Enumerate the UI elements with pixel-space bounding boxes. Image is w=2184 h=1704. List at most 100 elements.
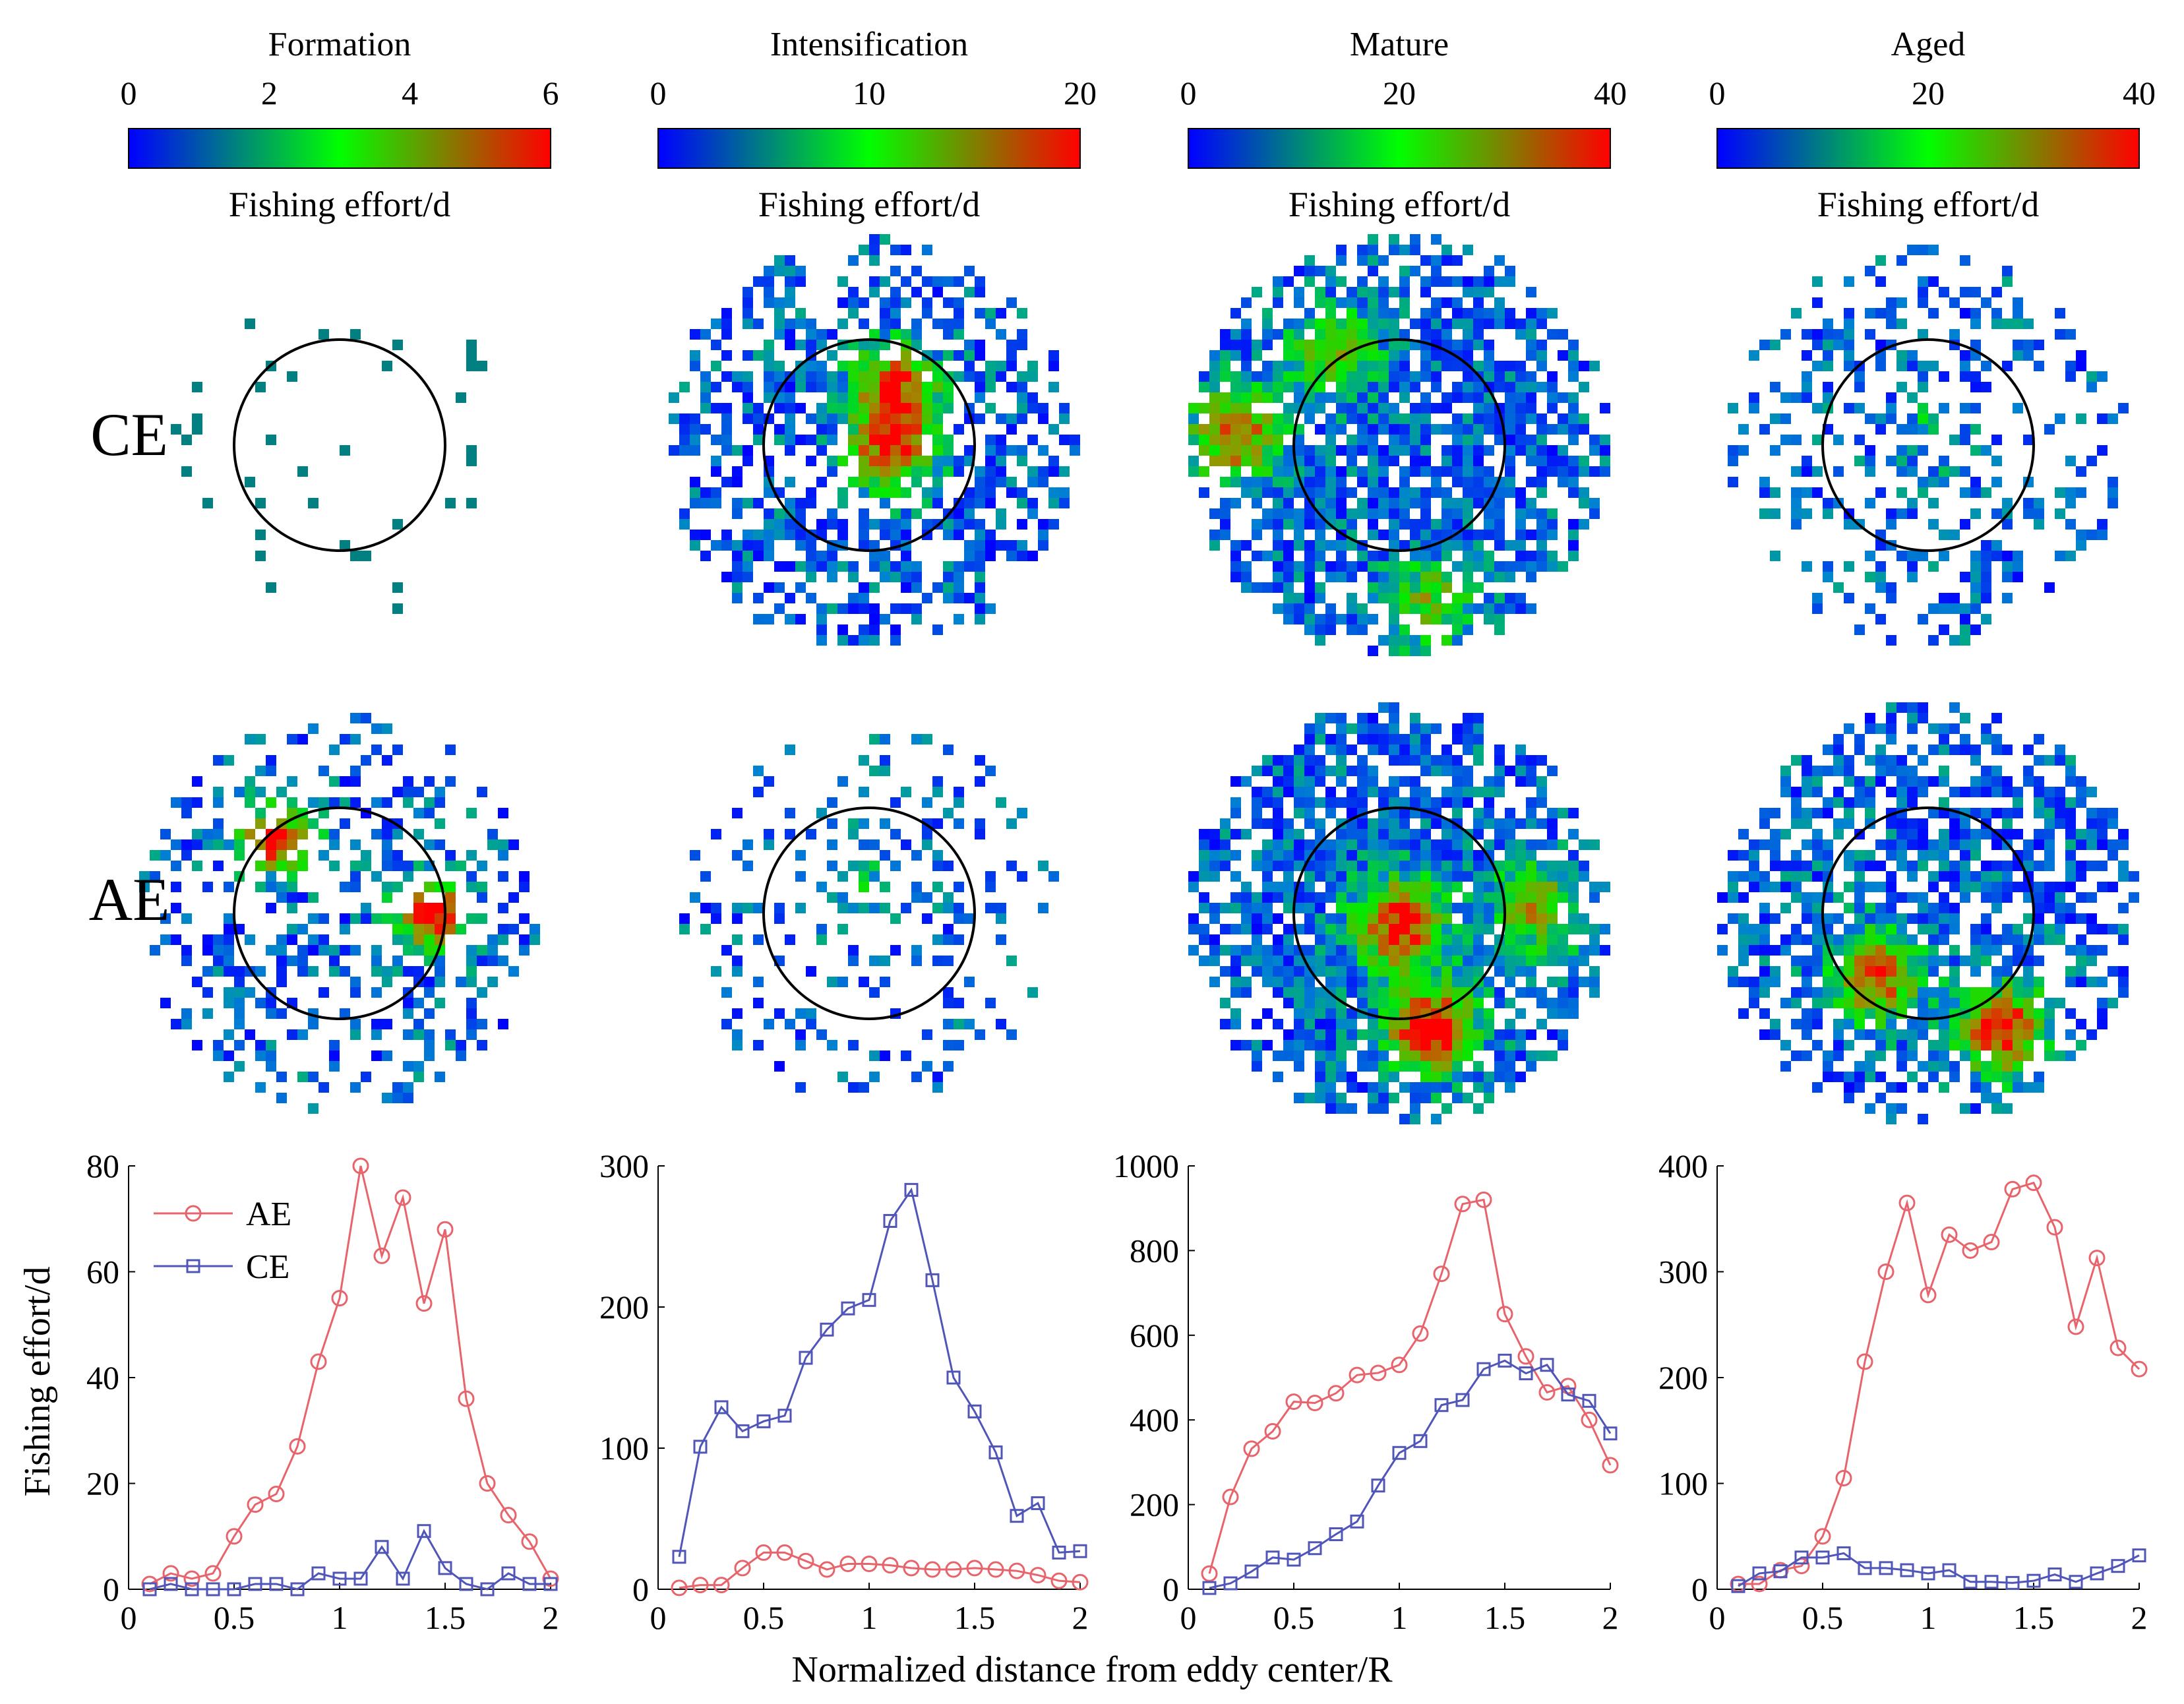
map-cell — [1886, 392, 1896, 403]
map-cell — [1515, 924, 1526, 934]
map-cell — [1199, 956, 1209, 966]
map-cell — [985, 882, 996, 892]
map-cell — [2097, 413, 2108, 424]
map-cell — [1558, 477, 1568, 487]
map-cell — [1802, 1008, 1812, 1019]
map-cell — [859, 456, 869, 466]
map-cell — [1473, 934, 1484, 945]
map-cell — [1389, 839, 1399, 850]
map-cell — [1273, 829, 1283, 839]
map-cell — [2065, 329, 2076, 340]
map-cell — [487, 956, 498, 966]
map-cell — [1738, 934, 1749, 945]
data-point-ae — [141, 1575, 158, 1593]
map-cell — [1854, 787, 1865, 797]
map-cell — [1325, 540, 1336, 551]
map-cell — [1568, 424, 1579, 435]
map-cell — [1463, 945, 1473, 956]
map-cell — [1273, 755, 1283, 766]
map-cell — [1463, 498, 1473, 508]
map-cell — [1273, 487, 1283, 498]
map-cell — [785, 745, 795, 755]
map-cell — [1907, 413, 1918, 424]
map-cell — [869, 519, 880, 530]
map-cell — [1304, 508, 1315, 519]
map-cell — [890, 435, 901, 445]
map-cell — [1230, 871, 1241, 882]
map-cell — [1812, 435, 1823, 445]
map-cell — [1865, 1029, 1875, 1040]
map-cell — [1336, 776, 1347, 787]
map-cell — [1791, 1050, 1802, 1061]
map-cell — [890, 319, 901, 329]
map-cell — [1325, 913, 1336, 924]
map-cell — [1325, 297, 1336, 308]
map-cell — [827, 329, 837, 340]
map-cell — [880, 903, 890, 913]
map-cell — [1347, 797, 1357, 808]
map-cell — [424, 903, 435, 913]
map-cell — [1389, 776, 1399, 787]
map-cell — [1759, 966, 1770, 977]
map-cell — [403, 945, 413, 956]
map-cell — [234, 966, 245, 977]
map-cell — [1907, 702, 1918, 713]
map-cell — [774, 603, 785, 614]
map-cell — [1420, 319, 1431, 329]
map-cell — [1336, 861, 1347, 871]
map-cell — [1802, 1029, 1812, 1040]
map-cell — [340, 818, 350, 829]
map-cell — [1505, 861, 1515, 871]
data-point-ce — [1984, 1575, 1999, 1589]
map-cell — [1939, 797, 1949, 808]
map-cell — [1378, 424, 1389, 435]
map-cell — [1399, 734, 1410, 745]
map-cell — [1273, 797, 1283, 808]
map-cell — [1928, 561, 1939, 572]
map-cell — [1981, 787, 1991, 797]
map-cell — [1441, 498, 1452, 508]
data-point-ce — [1455, 1393, 1470, 1407]
map-cell — [1473, 1082, 1484, 1093]
map-cell — [890, 635, 901, 646]
map-cell — [2013, 945, 2023, 956]
map-cell — [1252, 392, 1262, 403]
map-cell — [795, 540, 806, 551]
map-cell — [1484, 882, 1494, 892]
map-cell — [1399, 966, 1410, 977]
map-cell — [1536, 1050, 1547, 1061]
map-cell — [2086, 787, 2097, 797]
map-cell — [1431, 850, 1441, 861]
map-cell — [1410, 945, 1420, 956]
y-tick-label: 1000 — [1113, 1147, 1179, 1184]
map-cell — [329, 1050, 340, 1061]
map-cell — [848, 593, 859, 603]
map-cell — [1431, 892, 1441, 903]
map-cell — [1463, 1093, 1473, 1103]
map-cell — [890, 382, 901, 392]
map-cell — [1378, 977, 1389, 987]
map-cell — [2118, 403, 2129, 413]
map-cell — [2118, 903, 2129, 913]
map-cell — [1241, 445, 1252, 456]
map-cell — [1431, 572, 1441, 582]
map-cell — [764, 266, 774, 276]
map-cell — [1441, 466, 1452, 477]
map-cell — [753, 903, 764, 913]
data-point-ce — [1244, 1564, 1259, 1579]
map-cell — [1949, 882, 1960, 892]
map-cell — [255, 382, 266, 392]
map-cell — [837, 776, 848, 787]
map-cell — [869, 734, 880, 745]
map-cell — [911, 561, 922, 572]
map-cell — [1865, 329, 1875, 340]
map-cell — [508, 924, 519, 934]
map-cell — [1473, 882, 1484, 892]
map-cell — [1283, 861, 1294, 871]
map-cell — [1230, 829, 1241, 839]
map-cell — [1357, 723, 1368, 734]
y-tick-label: 100 — [1658, 1465, 1708, 1502]
map-cell — [1304, 603, 1315, 614]
map-cell — [2013, 1050, 2023, 1061]
map-cell — [1441, 934, 1452, 945]
